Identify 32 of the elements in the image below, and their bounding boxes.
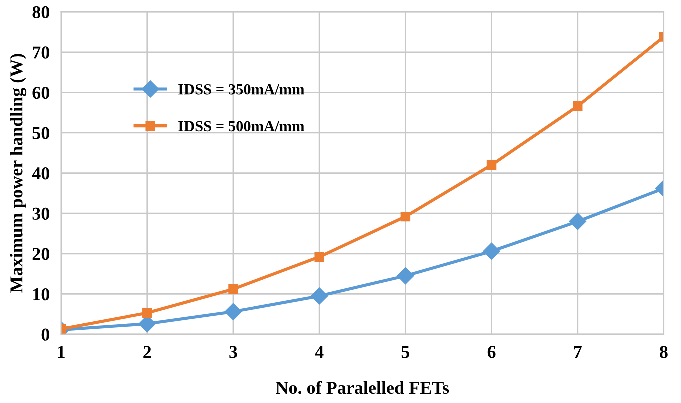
point	[314, 252, 324, 262]
x-tick-label: 3	[230, 346, 238, 358]
point	[400, 212, 411, 222]
x-tick-label: 2	[144, 346, 152, 358]
y-tick-label: 60	[32, 86, 50, 100]
y-tick-label: 10	[34, 288, 50, 301]
x-tick-label: 7	[574, 346, 582, 358]
y-tick-label: 20	[32, 248, 50, 260]
point	[311, 288, 328, 305]
y-tick-label: 40	[32, 168, 50, 180]
y-tick-label: 30	[32, 208, 50, 220]
legend-label: IDSS = 350mA/mm	[178, 84, 305, 95]
y-tick-label: 80	[32, 6, 50, 19]
point	[397, 268, 414, 285]
point	[224, 303, 242, 320]
point	[573, 102, 583, 112]
point	[483, 242, 500, 260]
x-tick-label: 5	[402, 346, 410, 358]
point	[228, 284, 238, 294]
x-tick-label: 6	[488, 346, 496, 358]
y-tick-label: 70	[33, 46, 50, 59]
x-tick-label: 8	[660, 346, 668, 358]
y-tick-label: 50	[32, 127, 50, 140]
point	[569, 213, 586, 230]
x-tick-label: 4	[315, 346, 324, 358]
point	[486, 160, 497, 170]
legend-label: IDSS = 500mA/mm	[178, 121, 305, 132]
y-tick-label: 0	[42, 328, 50, 341]
x-axis-title: No. of Paralelled FETs	[276, 381, 450, 394]
x-tick-label: 1	[58, 346, 65, 358]
point	[142, 308, 152, 318]
y-axis-title: Maximum power handling (W)	[10, 54, 27, 293]
